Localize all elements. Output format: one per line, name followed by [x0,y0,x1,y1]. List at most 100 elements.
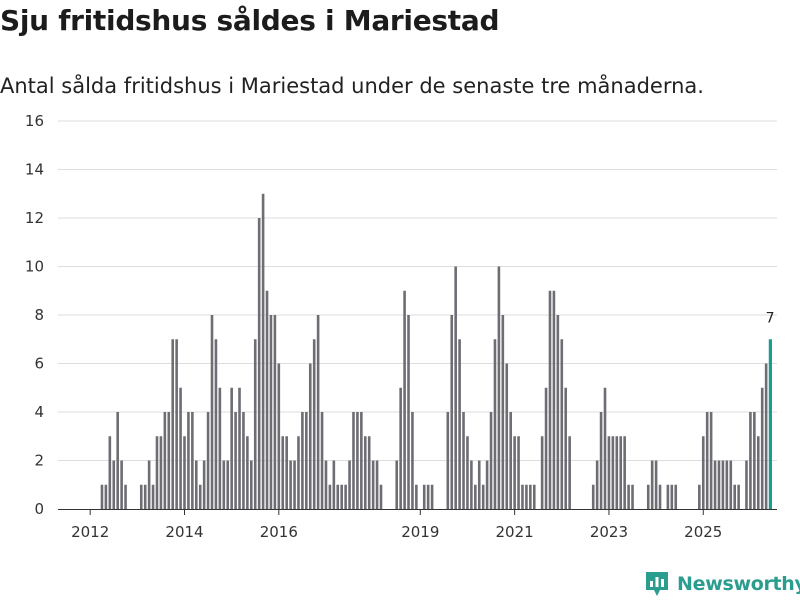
bar [670,484,674,509]
bar [246,436,249,509]
bar [415,484,418,509]
bar [120,460,123,509]
bar [713,460,717,509]
bar [517,436,520,509]
y-tick-label: 16 [25,112,44,130]
bar [289,460,292,509]
bar [198,484,202,509]
bar [159,436,163,509]
bar [603,387,607,509]
bar [544,387,548,509]
x-axis-ticks: 2012 2014 2016 2019 2021 2023 2025 [71,510,722,541]
bar [151,484,155,509]
bar [556,315,560,509]
bar [261,193,265,509]
bar [320,412,324,509]
bar [615,436,619,509]
bar [363,436,367,509]
newsworthy-chart-icon [646,572,668,596]
bar [226,460,230,509]
bar [367,436,371,509]
bar [729,460,733,509]
bar [462,412,465,509]
y-tick-label: 12 [25,209,44,227]
bar [709,412,713,509]
bar [250,460,253,509]
x-tick-label: 2019 [401,523,439,541]
bar [560,339,564,509]
bar [344,484,347,509]
bar [124,484,127,509]
bar [505,363,509,509]
bar [446,412,450,509]
x-tick-label: 2023 [590,523,628,541]
bar [297,436,300,509]
bar-latest [768,339,772,509]
bar [611,436,615,509]
bar [100,484,104,509]
brand-name: Newsworthy [677,573,800,595]
x-tick-label: 2014 [165,523,203,541]
bar [340,484,343,509]
bar [379,484,383,509]
bar [116,412,119,509]
bar [705,412,709,509]
bar [285,436,288,509]
bar [108,436,112,509]
bar [619,436,623,509]
gridlines [58,120,777,461]
bar [666,484,670,509]
bar [316,315,320,509]
bar [407,315,410,509]
bar [269,315,273,509]
bar [477,460,481,509]
bar [301,412,304,509]
bar [147,460,151,509]
bar [607,436,611,509]
bar [234,412,237,509]
bar [760,387,764,509]
bar [210,315,214,509]
y-tick-label: 10 [25,258,44,276]
bar [308,363,312,509]
bar [214,339,218,509]
bar [470,460,473,509]
bar [139,484,143,509]
bar [253,339,257,509]
bar [104,484,108,509]
bar [143,484,147,509]
bar [171,339,175,509]
y-axis-ticks: 0 2 4 6 8 10 12 14 16 [25,112,44,518]
x-tick-label: 2025 [684,523,722,541]
bar [552,290,556,509]
bar [529,484,532,509]
y-tick-label: 8 [34,306,44,324]
bar [627,484,630,509]
bar [375,460,379,509]
bar [411,412,414,509]
bar [745,460,748,509]
bar [206,412,210,509]
bar [430,484,434,509]
bar [187,412,190,509]
bar [493,339,497,509]
bar [623,436,626,509]
bar [230,387,233,509]
newsworthy-logo[interactable]: Newsworthy [644,569,800,599]
chart-title: Sju fritidshus såldes i Mariestad [0,4,500,37]
y-tick-label: 4 [34,403,44,421]
bar [399,387,402,509]
bar [175,339,178,509]
bar [222,460,226,509]
bar [324,460,328,509]
bar [163,412,167,509]
bar [238,387,241,509]
bar [202,460,206,509]
bar [548,290,552,509]
bar [733,484,736,509]
bar [474,484,477,509]
bar [155,436,159,509]
bar [281,436,285,509]
bar [422,484,426,509]
